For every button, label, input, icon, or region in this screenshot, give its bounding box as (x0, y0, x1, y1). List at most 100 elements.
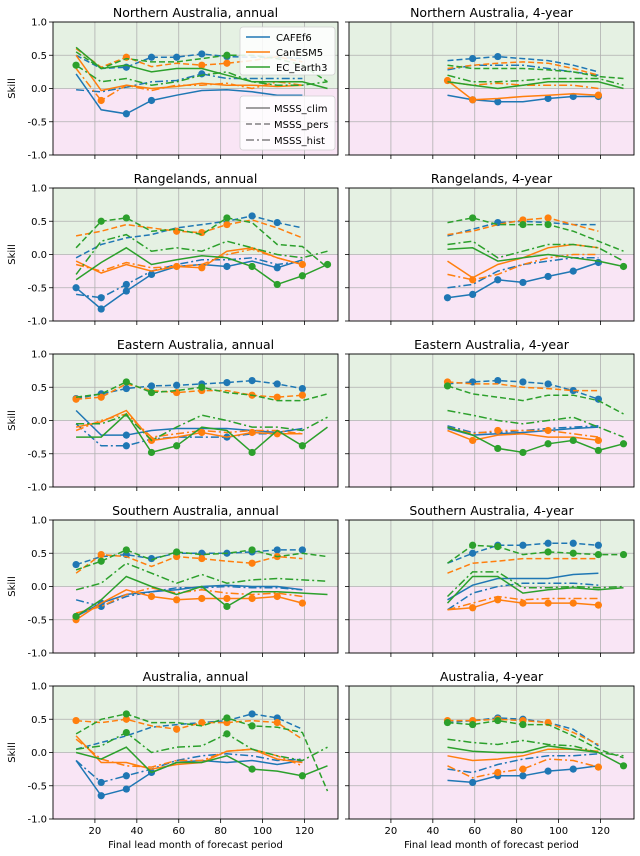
series-EC_Earth3-marker (72, 61, 80, 69)
series-EC_Earth3-marker (223, 714, 231, 722)
series-CanESM5-marker (97, 393, 105, 401)
series-EC_Earth3-marker (173, 442, 181, 450)
plot-area (446, 539, 628, 612)
series-CAFEf6-marker (519, 541, 527, 549)
series-EC_Earth3-marker (619, 762, 628, 770)
y-axis-label: Skill (7, 576, 18, 596)
y-axis-label: Skill (7, 244, 18, 264)
series-CanESM5-marker (544, 214, 552, 222)
series-CanESM5-marker (173, 262, 181, 271)
series-CanESM5-MSSS_clim-line (75, 588, 303, 621)
series-EC_Earth3-MSSS_hist-line (76, 414, 328, 442)
series-EC_Earth3-MSSS_hist-line (446, 571, 624, 598)
series-EC_Earth3-marker (147, 388, 156, 397)
series-CAFEf6-marker (519, 378, 527, 386)
series-CAFEf6-marker (122, 431, 130, 439)
series-CanESM5-marker (198, 264, 206, 272)
x-tick-label: 20 (385, 826, 398, 837)
series-CanESM5-marker (248, 559, 256, 567)
series-EC_Earth3-marker (223, 730, 231, 738)
series-CanESM5-MSSS_clim-line (75, 735, 303, 770)
y-tick-label: 0.0 (31, 748, 47, 759)
series-EC_Earth3-marker (122, 728, 130, 737)
series-EC_Earth3-marker (469, 720, 477, 729)
y-axis-label: Skill (7, 410, 18, 430)
series-CAFEf6-marker (494, 377, 502, 385)
y-axis-label: Skill (7, 78, 18, 98)
series-CanESM5-marker (469, 276, 477, 284)
series-CanESM5-marker (569, 599, 577, 607)
series-EC_Earth3-MSSS_pers-line (75, 713, 329, 792)
series-EC_Earth3-marker (72, 612, 80, 621)
series-EC_Earth3-marker (619, 440, 628, 448)
series-CAFEf6-marker (469, 778, 477, 787)
y-tick-label: 1.0 (31, 682, 47, 693)
y-tick-label: -0.5 (27, 117, 47, 128)
series-EC_Earth3-MSSS_pers-line (447, 544, 624, 564)
series-CanESM5-marker (173, 596, 181, 604)
series-CanESM5-MSSS_hist-line (75, 413, 303, 438)
series-CAFEf6-MSSS_pers-line (447, 55, 599, 73)
series-EC_Earth3-marker (619, 262, 628, 271)
series-CAFEf6-marker (298, 384, 306, 393)
series-CAFEf6-marker (147, 554, 156, 563)
y-tick-label: -1.0 (27, 317, 47, 328)
series-EC_Earth3-marker (273, 280, 281, 289)
series-CanESM5-MSSS_hist-line (75, 248, 303, 272)
y-tick-label: -1.0 (27, 649, 47, 660)
series-EC_Earth3-marker (122, 378, 130, 386)
subplot-title: Southern Australia, annual (112, 503, 279, 518)
series-CanESM5-marker (72, 716, 80, 725)
series-CAFEf6-marker (519, 278, 527, 287)
y-tick-label: 0.0 (31, 416, 47, 427)
series-CAFEf6-marker (569, 765, 577, 773)
series-CAFEf6-marker (569, 539, 577, 547)
series-CAFEf6-marker (147, 270, 156, 279)
series-CanESM5-marker (223, 594, 231, 603)
plot-area (72, 212, 332, 313)
series-EC_Earth3-MSSS_clim-line (75, 746, 328, 777)
subplot-4: Rangelands, 4-year (345, 171, 635, 325)
series-CanESM5-MSSS_hist-line (447, 758, 599, 779)
series-CanESM5-marker (594, 436, 602, 445)
series-CanESM5-marker (273, 592, 281, 601)
series-CanESM5-marker (494, 596, 502, 604)
series-EC_Earth3-marker (248, 546, 256, 554)
series-CanESM5-marker (443, 76, 452, 85)
legend-models-box (239, 26, 336, 76)
series-EC_Earth3-marker (469, 214, 477, 222)
series-CanESM5-marker (273, 393, 281, 401)
series-EC_Earth3-MSSS_hist-line (447, 74, 624, 86)
legend-model-label: CanESM5 (276, 48, 323, 59)
series-CanESM5-MSSS_pers-line (76, 383, 303, 400)
plot-area (72, 377, 328, 457)
series-EC_Earth3-marker (569, 549, 577, 557)
subplot-9: Australia, annual 20 40 60 80 100 120 -1.0 -0.5 0… (7, 669, 339, 851)
x-axis-label: Final lead month of forecast period (108, 840, 283, 851)
series-CAFEf6-marker (443, 294, 452, 302)
subplot-title: Rangelands, annual (134, 171, 258, 186)
series-CAFEf6-marker (469, 290, 477, 298)
series-EC_Earth3-marker (223, 51, 231, 59)
series-CanESM5-marker (173, 725, 181, 733)
y-tick-label: -1.0 (27, 151, 47, 162)
series-CanESM5-marker (469, 604, 477, 612)
series-EC_Earth3-MSSS_hist-line (447, 409, 624, 438)
series-CanESM5-marker (248, 594, 256, 603)
series-CanESM5-marker (519, 765, 527, 773)
x-tick-label: 40 (426, 826, 439, 837)
series-CanESM5-marker (298, 260, 306, 269)
plot-area (443, 377, 628, 457)
subplot-title: Southern Australia, 4-year (409, 503, 574, 518)
series-EC_Earth3-marker (443, 718, 452, 727)
y-tick-label: -0.5 (27, 615, 47, 626)
series-CAFEf6-marker (469, 54, 477, 63)
legend-model-label: EC_Earth3 (276, 63, 327, 74)
series-CanESM5-MSSS_pers-line (447, 557, 599, 574)
series-CAFEf6-marker (173, 53, 181, 61)
series-CAFEf6-MSSS_hist-line (76, 257, 303, 299)
legend: CAFEf6 CanESM5 EC_Earth3 MSSS_clim MSSS_pers… (239, 26, 336, 151)
series-CAFEf6-marker (273, 546, 281, 554)
y-axis-label: Skill (7, 742, 18, 762)
x-tick-label: 40 (130, 826, 143, 837)
